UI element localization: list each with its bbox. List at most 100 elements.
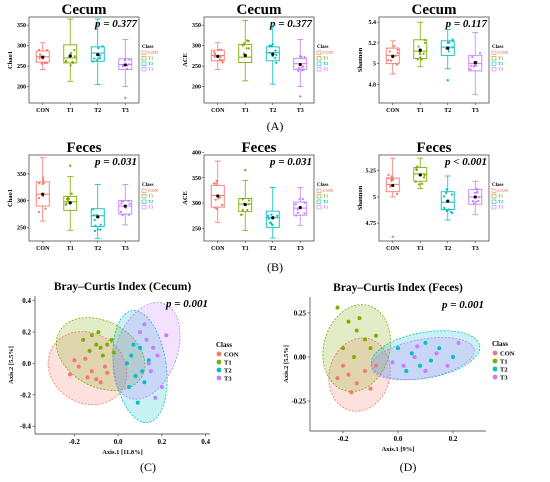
jitter-point xyxy=(240,213,244,216)
mean-point xyxy=(96,53,100,57)
legend-marker xyxy=(492,358,498,364)
y-tick-label: 250 xyxy=(192,226,201,232)
pcoa-panel: Bray–Curtis Index (Feces) p = 0.001 -0.2 0.… xyxy=(283,282,515,453)
legend-title: Class xyxy=(492,45,503,50)
box xyxy=(210,184,225,208)
sample-point xyxy=(131,342,136,347)
p-value: p = 0.001 xyxy=(165,298,208,310)
jitter-point xyxy=(296,211,299,214)
sample-point xyxy=(429,358,433,363)
x-tick-label: T3 xyxy=(297,246,304,252)
sample-point xyxy=(148,369,153,374)
jitter-point xyxy=(298,197,301,201)
jitter-point xyxy=(245,47,248,50)
jitter-point xyxy=(246,208,249,212)
p-value: p = 0.117 xyxy=(445,18,488,30)
jitter-point xyxy=(303,212,306,215)
jitter-point xyxy=(38,182,41,185)
x-tick-label: T1 xyxy=(67,108,74,114)
jitter-point xyxy=(94,224,97,227)
sample-point xyxy=(352,354,356,359)
jitter-point xyxy=(127,213,130,216)
legend-label: T3 xyxy=(500,375,508,382)
sample-point xyxy=(151,345,156,350)
sample-point xyxy=(164,333,169,338)
outlier-point xyxy=(69,164,72,167)
y-axis-label: Axis.2 [5.5%] xyxy=(8,346,15,384)
jitter-point xyxy=(417,45,420,48)
y-tick-label: 200 xyxy=(17,85,26,91)
jitter-point xyxy=(294,203,297,206)
sample-point xyxy=(138,330,142,335)
jitter-point xyxy=(447,50,450,53)
outlier-point xyxy=(124,96,127,100)
box xyxy=(238,43,253,63)
sample-point xyxy=(140,369,145,374)
jitter-point xyxy=(70,192,73,195)
sample-point xyxy=(409,351,414,356)
box xyxy=(265,46,280,62)
sample-point xyxy=(354,328,359,333)
y-tick-label: 250 xyxy=(17,226,26,232)
legend-swatch xyxy=(491,50,497,55)
jitter-point xyxy=(243,42,246,45)
plot-frame xyxy=(203,154,315,242)
p-value: p = 0.031 xyxy=(94,156,137,168)
x-tick-label: T3 xyxy=(122,246,129,252)
sample-point xyxy=(423,340,428,345)
jitter-point xyxy=(474,200,478,203)
jitter-point xyxy=(302,65,305,68)
y-axis-label: ACE xyxy=(182,53,189,67)
panel-label-b: (B) xyxy=(267,260,283,274)
sample-point xyxy=(98,380,103,385)
sample-point xyxy=(434,351,439,356)
jitter-point xyxy=(472,65,476,68)
y-tick-label: 300 xyxy=(192,44,201,50)
chart-title: Cecum xyxy=(412,2,457,18)
jitter-point xyxy=(303,56,306,59)
legend-title: Class xyxy=(142,45,153,50)
jitter-point xyxy=(418,183,421,186)
outlier-point xyxy=(299,95,302,98)
x-tick-label: T2 xyxy=(444,108,451,114)
jitter-point xyxy=(128,58,131,61)
sample-point xyxy=(159,384,164,389)
jitter-point xyxy=(423,174,426,177)
jitter-point xyxy=(268,44,271,47)
outlier-point xyxy=(391,235,394,239)
y-axis-label: Axis.2 [5.5%] xyxy=(283,345,290,383)
y-tick-label: 4.75 xyxy=(366,221,377,227)
jitter-point xyxy=(275,61,278,64)
p-value: p = 0.001 xyxy=(441,299,484,311)
p-value: p = 0.377 xyxy=(94,18,138,30)
legend-swatch xyxy=(141,199,147,204)
x-tick-label: CON xyxy=(211,246,225,252)
jitter-point xyxy=(443,195,446,198)
sample-point xyxy=(423,369,428,374)
jitter-point xyxy=(40,62,43,65)
jitter-point xyxy=(303,201,306,204)
x-tick-label: T3 xyxy=(472,246,479,252)
legend-swatch xyxy=(491,67,497,72)
jitter-point xyxy=(298,55,301,58)
jitter-point xyxy=(38,53,42,56)
jitter-point xyxy=(247,199,251,202)
jitter-point xyxy=(269,221,272,224)
sample-point xyxy=(96,330,101,335)
x-tick-label: 0.2 xyxy=(449,435,458,443)
confidence-ellipse xyxy=(370,330,481,381)
jitter-point xyxy=(390,59,393,62)
box xyxy=(238,198,253,213)
legend-label: T3 xyxy=(224,376,232,383)
jitter-point xyxy=(46,61,49,64)
legend-swatch xyxy=(141,188,147,193)
box xyxy=(63,44,78,64)
y-tick-label: 0.25 xyxy=(294,309,307,317)
sample-point xyxy=(146,361,151,366)
jitter-point xyxy=(73,55,76,58)
jitter-point xyxy=(123,58,127,61)
legend-swatch xyxy=(491,188,497,193)
mean-point xyxy=(391,183,395,188)
mean-point xyxy=(216,54,220,58)
